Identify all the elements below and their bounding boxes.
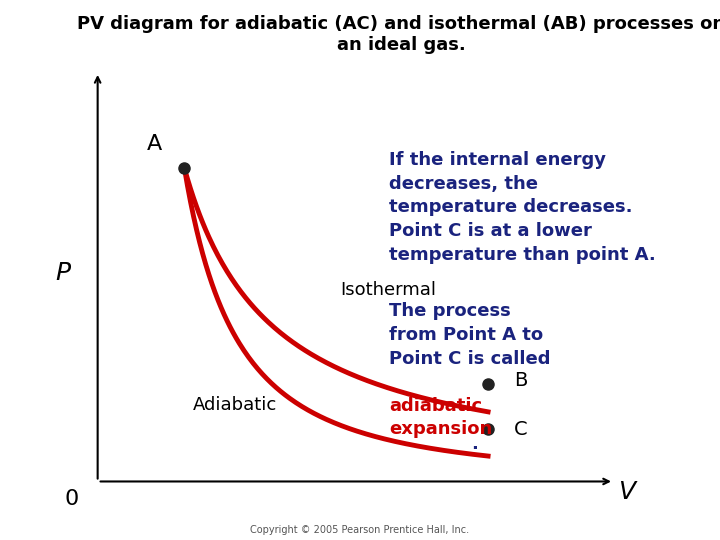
Point — [482, 380, 494, 388]
Text: Copyright © 2005 Pearson Prentice Hall, Inc.: Copyright © 2005 Pearson Prentice Hall, … — [251, 524, 469, 535]
Text: B: B — [514, 371, 528, 390]
Text: P: P — [55, 261, 71, 285]
Text: .: . — [472, 435, 479, 453]
Text: A: A — [146, 134, 162, 154]
Text: Adiabatic: Adiabatic — [193, 396, 277, 414]
Text: The process
from Point A to
Point C is called: The process from Point A to Point C is c… — [389, 302, 550, 368]
Point — [482, 425, 494, 434]
Title: PV diagram for adiabatic (AC) and isothermal (AB) processes on
an ideal gas.: PV diagram for adiabatic (AC) and isothe… — [77, 15, 720, 54]
Text: 0: 0 — [65, 489, 78, 509]
Text: Isothermal: Isothermal — [341, 281, 436, 299]
Text: C: C — [514, 420, 528, 439]
Text: adiabatic
expansion: adiabatic expansion — [389, 397, 492, 438]
Text: V: V — [618, 480, 636, 504]
Text: If the internal energy
decreases, the
temperature decreases.
Point C is at a low: If the internal energy decreases, the te… — [389, 151, 655, 264]
Point — [179, 164, 190, 172]
